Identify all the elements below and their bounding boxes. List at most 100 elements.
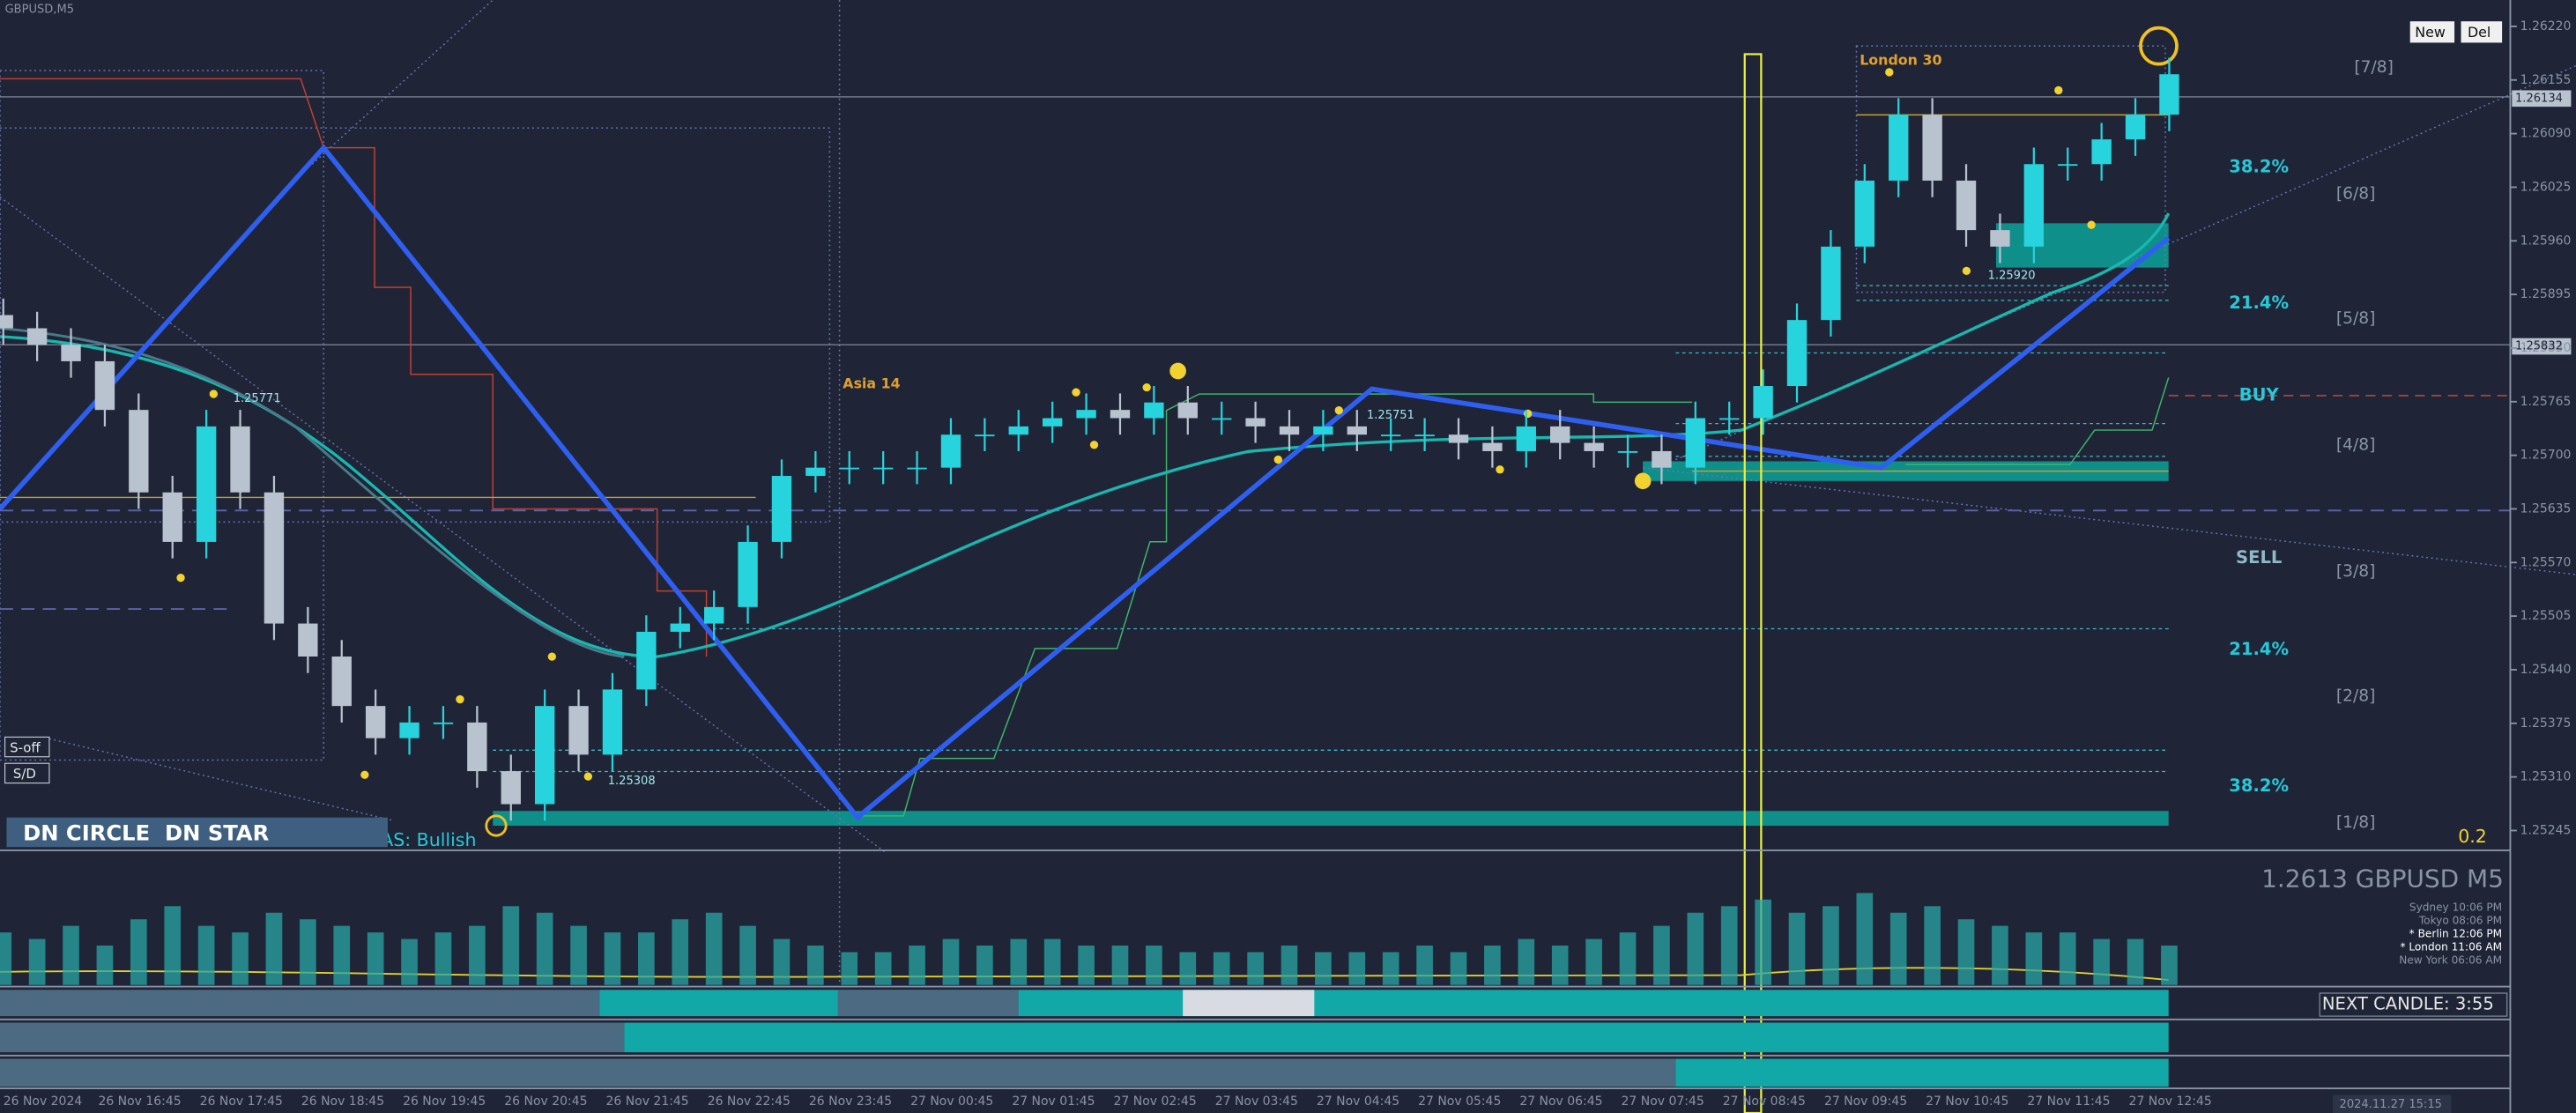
annotation: 0.2 xyxy=(2458,826,2487,847)
y-tick-label: 1.25895 xyxy=(2520,287,2572,301)
moving-average xyxy=(0,212,2171,658)
candle-body xyxy=(2091,139,2112,165)
annotation[interactable]: New xyxy=(2415,24,2446,41)
candle-body xyxy=(1550,426,1570,443)
candle-body xyxy=(264,492,285,624)
x-tick-label: 27 Nov 03:45 xyxy=(1215,1094,1298,1109)
volume-bar xyxy=(1382,952,1399,985)
volume-bar xyxy=(1551,945,1569,985)
volume-bar xyxy=(739,925,756,985)
volume-bar xyxy=(502,906,520,985)
stop-line xyxy=(1905,377,2170,465)
volume-bar xyxy=(1619,932,1637,985)
annotation: NEXT CANDLE: 3:55 xyxy=(2322,994,2494,1014)
candle-body xyxy=(2125,115,2146,140)
volume-bar xyxy=(1856,893,1874,985)
volume-bar xyxy=(469,925,486,985)
volume-bar xyxy=(1720,906,1738,985)
candle-body xyxy=(670,623,690,632)
volume-bar xyxy=(401,939,418,985)
button-box[interactable] xyxy=(2461,21,2503,43)
annotation: 1.2613 GBPUSD M5 xyxy=(2261,864,2504,893)
volume-bar xyxy=(705,912,723,985)
button-box[interactable] xyxy=(2409,21,2455,43)
candle-body xyxy=(1245,418,1266,427)
volume-bar xyxy=(1687,912,1704,985)
date-box xyxy=(2333,1094,2452,1113)
volume-bar xyxy=(942,939,960,985)
candle-body xyxy=(568,706,589,755)
volume-bar xyxy=(841,952,858,985)
annotation: 1.25832 xyxy=(2515,340,2563,353)
strip xyxy=(0,990,600,1017)
y-tick-label: 1.25700 xyxy=(2520,449,2572,463)
x-tick-label: 26 Nov 23:45 xyxy=(809,1094,892,1109)
y-tick-label: 1.26025 xyxy=(2520,180,2572,194)
x-tick-label: 27 Nov 10:45 xyxy=(1926,1094,2008,1109)
candle-body xyxy=(534,706,555,805)
annotation: [7/8] xyxy=(2354,58,2394,77)
volume-bar xyxy=(807,945,824,985)
candle-body xyxy=(1313,426,1333,435)
annotation[interactable]: Del xyxy=(2468,24,2491,41)
x-tick-label: 27 Nov 00:45 xyxy=(910,1094,993,1109)
x-tick-label: 26 Nov 21:45 xyxy=(606,1094,689,1109)
volume-bar xyxy=(2059,932,2076,985)
annotation: [1/8] xyxy=(2336,813,2376,832)
zigzag xyxy=(0,144,2171,821)
x-tick-label: 26 Nov 18:45 xyxy=(301,1094,384,1109)
volume-bar xyxy=(63,925,79,985)
candle-body xyxy=(1719,418,1740,420)
candle-body xyxy=(1753,386,1773,419)
candle-body xyxy=(2023,164,2045,247)
candle-body xyxy=(636,631,657,690)
candle-body xyxy=(196,426,217,542)
y-tick-label: 1.26090 xyxy=(2520,127,2572,141)
candle-body xyxy=(1854,180,1875,247)
y-tick-label: 1.26220 xyxy=(2520,19,2572,33)
annotation: Tokyo 08:06 PM xyxy=(2418,915,2502,927)
volume-bar xyxy=(1653,925,1670,985)
x-tick-label: 27 Nov 01:45 xyxy=(1012,1094,1095,1109)
y-tick-label: 1.25570 xyxy=(2520,555,2572,569)
signal-box xyxy=(6,817,388,848)
candle-body xyxy=(467,722,487,772)
volume-bar xyxy=(130,919,147,985)
candle-body xyxy=(602,689,623,755)
x-tick-label: 26 Nov 20:45 xyxy=(504,1094,587,1109)
x-tick-label: 27 Nov 05:45 xyxy=(1418,1094,1501,1109)
candle-body xyxy=(399,722,419,738)
volume-bar xyxy=(1247,952,1264,985)
volume-bar xyxy=(2025,932,2043,985)
volume-bar xyxy=(773,939,791,985)
volume-bar xyxy=(604,932,621,985)
strip xyxy=(624,1022,2169,1053)
candle-body xyxy=(907,467,927,470)
volume-bar xyxy=(1924,906,1941,985)
strip xyxy=(0,1058,1676,1087)
annotation: 1.25771 xyxy=(234,392,281,405)
candle-body xyxy=(1381,434,1401,437)
candle-body xyxy=(1008,426,1028,435)
candle-body xyxy=(1990,230,2010,247)
candle-body xyxy=(1482,442,1503,451)
volume-bar xyxy=(1823,906,1839,985)
annotation: DN CIRCLE DN STAR xyxy=(23,820,270,845)
candle-body xyxy=(1076,410,1096,419)
volume-bar xyxy=(1755,899,1771,985)
annotation: BUY xyxy=(2239,384,2280,404)
strip xyxy=(0,1022,625,1053)
button-box xyxy=(4,736,50,758)
x-tick-label: 27 Nov 04:45 xyxy=(1317,1094,1399,1109)
candle-body xyxy=(433,722,454,724)
volume-bar xyxy=(28,939,46,985)
volume-bar xyxy=(672,919,689,985)
y-tick-label: 1.25440 xyxy=(2520,663,2572,677)
volume-bar xyxy=(164,906,182,985)
stop-line xyxy=(854,393,1693,817)
volume-bar xyxy=(367,932,384,985)
volume-bar xyxy=(1348,952,1366,985)
volume-bar xyxy=(2161,945,2178,985)
x-tick-label: 26 Nov 22:45 xyxy=(708,1094,791,1109)
